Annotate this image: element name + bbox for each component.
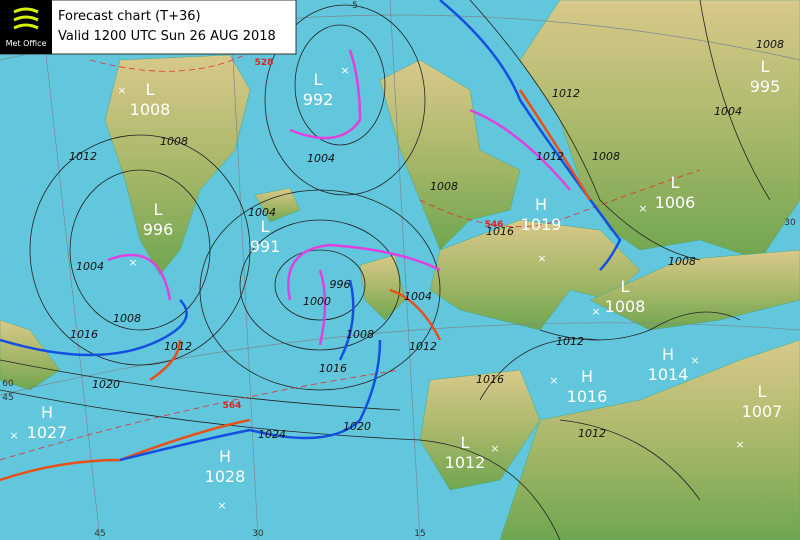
isobar-label: 1020 — [92, 378, 120, 391]
centre-type: L — [314, 70, 323, 89]
isobars — [0, 0, 771, 540]
isobar-label: 1012 — [578, 427, 606, 440]
grid-label: 45 — [94, 529, 105, 539]
isobar-label: 1012 — [556, 335, 584, 348]
centre-type: H — [41, 403, 53, 422]
isobar-label: 1000 — [303, 295, 331, 308]
centre-type: L — [621, 277, 630, 296]
isobar-label: 1016 — [476, 373, 504, 386]
centre-pressure: 991 — [250, 237, 281, 256]
valid-time: Valid 1200 UTC Sun 26 AUG 2018 — [58, 29, 276, 44]
centre-type: H — [219, 447, 231, 466]
isobar-label: 1004 — [714, 105, 742, 118]
centre-pressure: 1014 — [648, 365, 689, 384]
centre-type: L — [461, 433, 470, 452]
centre-cross: × — [340, 64, 349, 77]
centre-cross: × — [735, 438, 744, 451]
isobar-label: 1008 — [346, 328, 374, 341]
logo: Met Office — [6, 39, 47, 48]
thickness-label: 546 — [485, 220, 504, 230]
isobar-label: 1004 — [307, 152, 335, 165]
isobar-label: 1012 — [536, 150, 564, 163]
centre-type: H — [662, 345, 674, 364]
centre-cross: × — [9, 429, 18, 442]
centre-cross: × — [117, 84, 126, 97]
isobar-label: 1012 — [164, 340, 192, 353]
centre-pressure: 1006 — [655, 193, 696, 212]
centre-pressure: 1012 — [445, 453, 486, 472]
centre-pressure: 1028 — [205, 467, 246, 486]
centre-cross: × — [638, 202, 647, 215]
grid-label: 45 — [2, 393, 13, 403]
centre-pressure: 995 — [750, 77, 781, 96]
isobar-label: 1016 — [319, 362, 347, 375]
centre-pressure: 1016 — [567, 387, 608, 406]
fronts — [0, 0, 622, 482]
centre-type: L — [758, 382, 767, 401]
centre-pressure: 1008 — [130, 100, 171, 119]
isobar-label: 1012 — [69, 150, 97, 163]
centre-cross: × — [549, 374, 558, 387]
grid-label: 5 — [352, 1, 358, 11]
thickness-lines — [0, 39, 701, 461]
isobar-label: 1008 — [756, 38, 784, 51]
isobar-label: 1012 — [552, 87, 580, 100]
isobar-label: 1008 — [160, 135, 188, 148]
centre-pressure: 996 — [143, 220, 174, 239]
isobar-label: 1016 — [486, 225, 514, 238]
centre-cross: × — [128, 256, 137, 269]
centre-type: L — [671, 173, 680, 192]
isobar-label: 1012 — [409, 340, 437, 353]
isobar-label: 1008 — [592, 150, 620, 163]
centre-type: L — [146, 80, 155, 99]
isobar-label: 996 — [330, 278, 351, 291]
thickness-label: 564 — [223, 401, 242, 411]
isobar-label: 1008 — [668, 255, 696, 268]
centre-type: H — [581, 367, 593, 386]
centre-cross: × — [591, 305, 600, 318]
isobar-label: 1004 — [404, 290, 432, 303]
thickness-label: 528 — [255, 58, 274, 68]
title: Forecast chart (T+36) — [58, 9, 201, 24]
isobar-label: 1008 — [113, 312, 141, 325]
centre-cross: × — [690, 354, 699, 367]
isobar-label: 1020 — [343, 420, 371, 433]
isobar-label: 1024 — [258, 428, 286, 441]
centre-cross: × — [490, 442, 499, 455]
grid-label: 30 — [252, 529, 264, 539]
grid-label: 15 — [414, 529, 425, 539]
centre-cross: × — [537, 252, 546, 265]
centre-pressure: 992 — [303, 90, 334, 109]
centre-pressure: 1007 — [742, 402, 783, 421]
isobar-label: 1008 — [430, 180, 458, 193]
centre-pressure: 1019 — [521, 215, 562, 234]
isobar-label: 1004 — [76, 260, 104, 273]
isobar-label: 1004 — [248, 206, 276, 219]
grid-label: 30 — [784, 218, 796, 228]
centre-type: L — [261, 217, 270, 236]
isobar-label: 1016 — [70, 328, 98, 341]
centre-pressure: 1027 — [27, 423, 68, 442]
centre-pressure: 1008 — [605, 297, 646, 316]
centre-cross: × — [217, 499, 226, 512]
centre-type: L — [761, 57, 770, 76]
grid-label: 60 — [2, 379, 14, 389]
centre-type: H — [535, 195, 547, 214]
centre-type: L — [154, 200, 163, 219]
header-box: Met Office Forecast chart (T+36) Valid 1… — [0, 0, 297, 55]
